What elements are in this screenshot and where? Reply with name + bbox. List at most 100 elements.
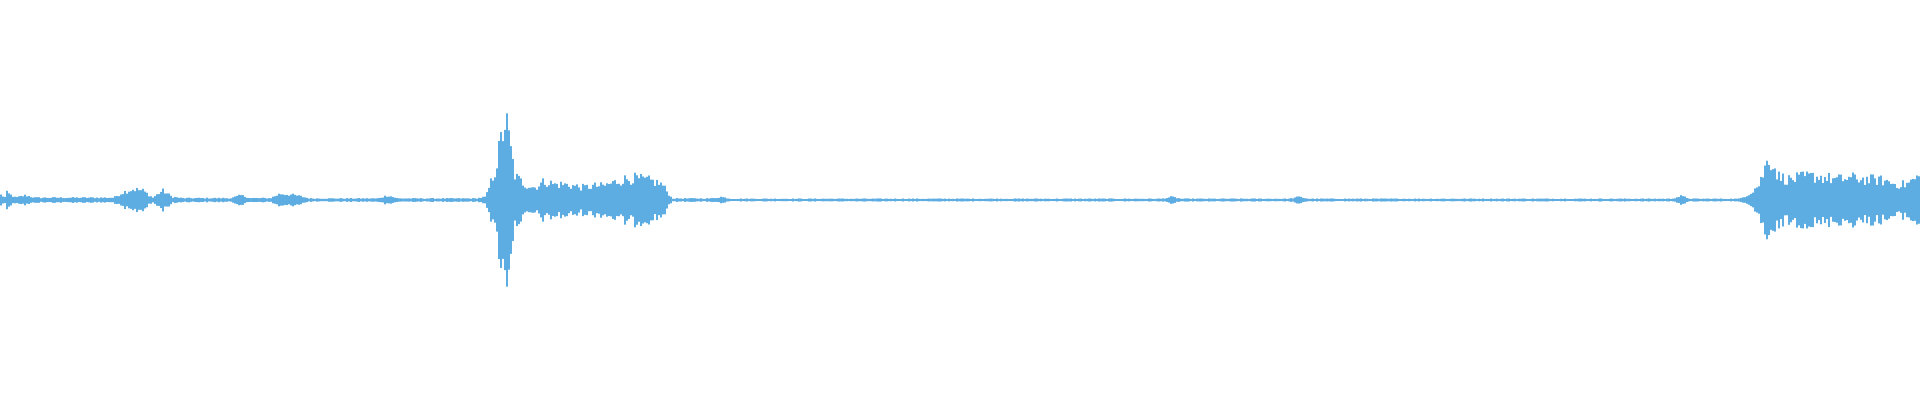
waveform-sample (712, 198, 714, 202)
waveform-sample (1196, 198, 1198, 202)
waveform-sample (808, 198, 810, 202)
waveform-sample (1548, 198, 1550, 202)
waveform-sample (182, 197, 184, 203)
waveform-sample (932, 198, 934, 202)
waveform-sample (518, 175, 520, 225)
waveform-sample (178, 197, 180, 203)
waveform-sample (700, 198, 702, 202)
waveform-sample (1414, 198, 1416, 202)
waveform-sample (1764, 165, 1766, 235)
waveform-sample (462, 198, 464, 202)
waveform-sample (604, 185, 606, 215)
waveform-sample (148, 196, 150, 204)
waveform-sample (520, 178, 522, 222)
waveform-sample (1358, 198, 1360, 202)
waveform-sample (1770, 170, 1772, 230)
waveform-sample (1744, 197, 1746, 203)
waveform-sample (1766, 160, 1768, 240)
waveform-sample (296, 195, 298, 205)
waveform-sample (1012, 198, 1014, 202)
waveform-sample (558, 187, 560, 213)
waveform-sample (584, 185, 586, 215)
waveform-sample (458, 198, 460, 202)
waveform-sample (1526, 199, 1528, 201)
waveform-sample (160, 191, 162, 209)
waveform-sample (286, 194, 288, 206)
waveform-sample (408, 198, 410, 202)
waveform-sample (1218, 198, 1220, 202)
waveform-sample (392, 197, 394, 203)
waveform-sample (1086, 198, 1088, 202)
waveform-sample (1212, 198, 1214, 202)
waveform-sample (628, 181, 630, 219)
waveform-sample (544, 184, 546, 216)
waveform-sample (358, 198, 360, 202)
waveform-sample (1866, 176, 1868, 224)
waveform-sample (1736, 198, 1738, 202)
waveform-sample (784, 198, 786, 202)
waveform-sample (1748, 195, 1750, 205)
waveform-sample (1226, 198, 1228, 202)
waveform-sample (1902, 180, 1904, 220)
waveform-sample (578, 187, 580, 213)
waveform-sample (1546, 198, 1548, 202)
waveform-sample (916, 198, 918, 202)
waveform-sample (360, 198, 362, 202)
waveform-sample (854, 198, 856, 202)
waveform-sample (6, 190, 8, 210)
waveform-sample (876, 198, 878, 202)
waveform-sample (1626, 198, 1628, 202)
waveform-sample (694, 198, 696, 202)
waveform-sample (84, 197, 86, 203)
waveform-sample (1756, 187, 1758, 213)
waveform-sample (1034, 198, 1036, 202)
waveform-sample (804, 199, 806, 201)
waveform-sample (1568, 199, 1570, 201)
waveform-sample (688, 198, 690, 202)
waveform-sample (404, 198, 406, 202)
waveform-sample (1032, 198, 1034, 202)
waveform-sample (364, 198, 366, 202)
waveform-sample (960, 198, 962, 202)
waveform-sample (846, 198, 848, 202)
waveform-sample (590, 188, 592, 212)
waveform-sample (222, 197, 224, 203)
waveform-sample (1424, 198, 1426, 202)
waveform-sample (268, 198, 270, 202)
waveform-sample (1630, 198, 1632, 202)
waveform-sample (1130, 198, 1132, 202)
waveform-sample (128, 191, 130, 209)
waveform-sample (1324, 198, 1326, 202)
waveform-sample (1250, 198, 1252, 202)
waveform-sample (1536, 198, 1538, 202)
waveform-sample (42, 197, 44, 203)
waveform-sample (1136, 198, 1138, 202)
waveform-sample (1482, 198, 1484, 202)
waveform-sample (272, 196, 274, 204)
waveform-sample (1322, 198, 1324, 202)
waveform-sample (48, 197, 50, 203)
waveform-sample (242, 195, 244, 205)
waveform-sample (1422, 198, 1424, 202)
waveform-sample (190, 198, 192, 202)
waveform-sample (1262, 199, 1264, 201)
waveform-sample (220, 198, 222, 202)
waveform-sample (1200, 198, 1202, 202)
waveform-sample (1466, 199, 1468, 201)
waveform-sample (390, 196, 392, 204)
waveform-sample (632, 183, 634, 217)
waveform-sample (1554, 199, 1556, 201)
waveform-sample (1054, 198, 1056, 202)
waveform-sample (494, 177, 496, 223)
waveform-sample (716, 198, 718, 202)
waveform-sample (474, 198, 476, 202)
waveform-sample (1552, 198, 1554, 202)
waveform-sample (764, 198, 766, 202)
waveform-sample (322, 198, 324, 202)
waveform-sample (346, 198, 348, 202)
waveform-sample (954, 199, 956, 201)
waveform-sample (724, 197, 726, 203)
waveform-sample (1000, 198, 1002, 202)
waveform-sample (334, 198, 336, 202)
waveform-sample (232, 197, 234, 203)
